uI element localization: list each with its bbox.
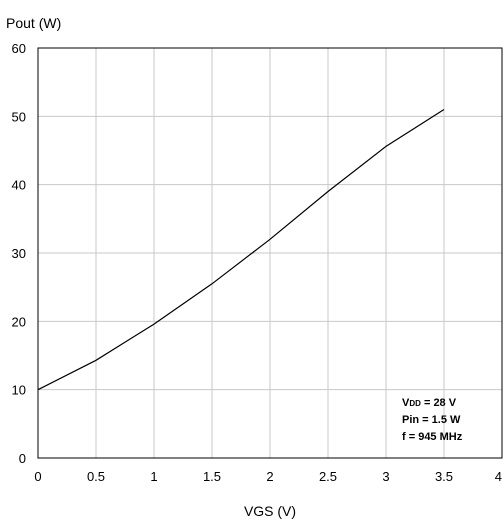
y-tick-label-1: 10 <box>12 383 26 398</box>
annotation-pin: Pin = 1.5 W <box>402 414 461 426</box>
y-tick-label-2: 20 <box>12 314 26 329</box>
annotation-vdd-sub: DD <box>409 399 421 408</box>
annotation-vdd-main: V <box>402 397 410 409</box>
annotation: VDD = 28 V Pin = 1.5 W f = 945 MHz <box>402 397 463 443</box>
series-line-0 <box>37 108 445 391</box>
x-tick-label-6: 3 <box>382 469 389 484</box>
y-tick-label-0: 0 <box>19 451 26 466</box>
annotation-vdd-rest: = 28 V <box>421 397 457 409</box>
series-layer <box>37 108 445 391</box>
x-tick-label-8: 4 <box>495 469 502 484</box>
x-tick-label-3: 1.5 <box>203 469 221 484</box>
plot-frame <box>37 47 503 459</box>
y-tick-label-3: 30 <box>12 246 26 261</box>
x-tick-label-0: 0 <box>34 469 41 484</box>
x-tick-label-4: 2 <box>266 469 273 484</box>
y-axis-label: Pout (W) <box>6 15 61 31</box>
annotation-vdd: VDD = 28 V <box>402 397 457 409</box>
x-tick-labels: 0 0.5 1 1.5 2 2.5 3 3.5 4 <box>34 469 502 484</box>
x-tick-label-2: 1 <box>150 469 157 484</box>
y-tick-labels: 0 10 20 30 40 50 60 <box>12 41 26 466</box>
grid <box>37 47 503 459</box>
x-tick-label-1: 0.5 <box>87 469 105 484</box>
x-tick-label-5: 2.5 <box>319 469 337 484</box>
y-tick-label-4: 40 <box>12 178 26 193</box>
y-tick-label-6: 60 <box>12 41 26 56</box>
annotation-freq: f = 945 MHz <box>402 431 463 443</box>
x-tick-label-7: 3.5 <box>435 469 453 484</box>
x-axis-label: VGS (V) <box>244 503 296 519</box>
y-tick-label-5: 50 <box>12 109 26 124</box>
